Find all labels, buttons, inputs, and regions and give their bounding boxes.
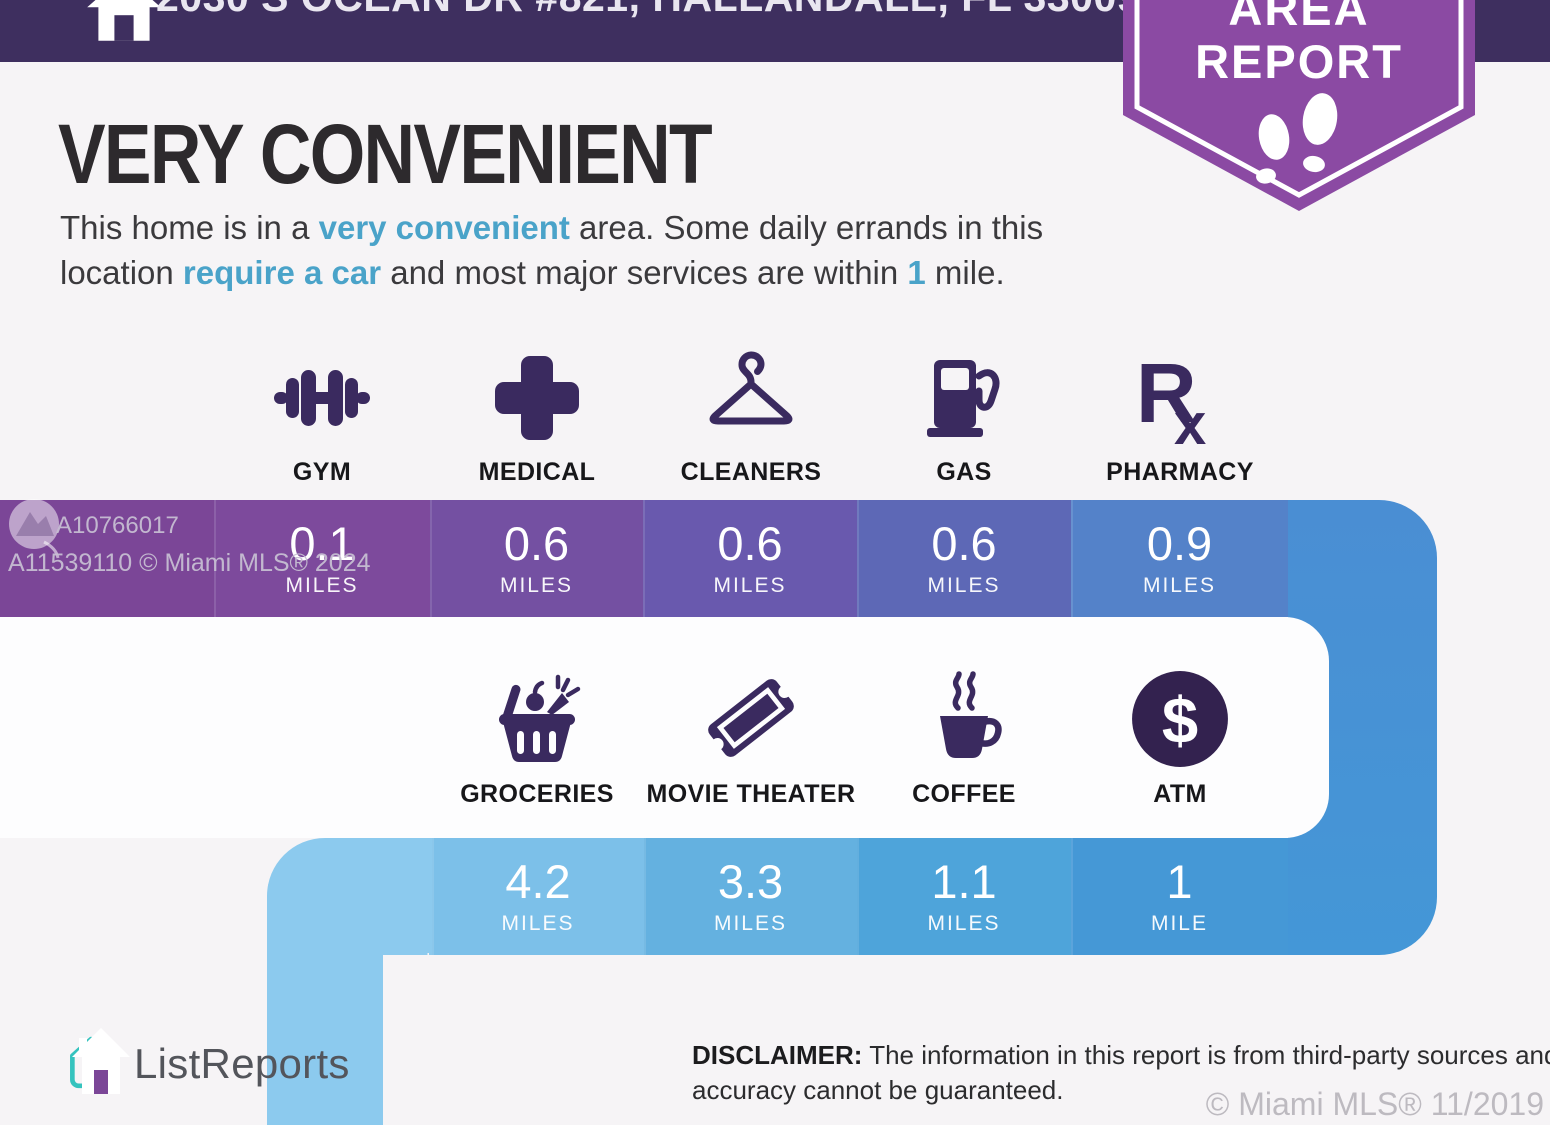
disclaimer-text: The information in this report is from t… [862, 1040, 1550, 1070]
medical-cross-icon [487, 336, 587, 448]
intro-highlight-car: require a car [182, 253, 382, 291]
distance-value: 0.9 [1146, 516, 1213, 570]
distance-cell-movie-theater: 3.3 MILES [644, 838, 857, 955]
amenity-label: PHARMACY [1106, 458, 1254, 486]
band-left-curve [267, 838, 433, 955]
band-middle-panel [0, 617, 1329, 838]
amenity-medical: MEDICAL [430, 336, 644, 487]
hanger-icon [699, 336, 803, 448]
distance-value: 0.6 [717, 516, 783, 570]
dumbbell-icon [272, 336, 372, 448]
coffee-cup-icon [914, 658, 1014, 770]
house-icon [87, 0, 161, 41]
distance-cell-groceries: 4.2 MILES [432, 838, 644, 955]
grocery-basket-icon [487, 658, 587, 770]
distance-unit: MILES [285, 573, 359, 597]
rx-icon: R x [1130, 336, 1230, 448]
amenity-gas: GAS [857, 336, 1071, 487]
disclaimer-text: accuracy cannot be guaranteed. [692, 1075, 1064, 1106]
distance-cell-cleaners: 0.6 MILES [643, 500, 857, 617]
footprints-icon [1256, 93, 1338, 184]
mls-watermark-logo [9, 499, 60, 559]
mls-watermark-id2: A11539110 © Miami MLS® 2024 [8, 549, 371, 577]
intro-text: and most major services are within [381, 253, 908, 291]
distance-unit: MILES [713, 911, 788, 935]
amenity-gym: GYM [215, 336, 429, 487]
distance-value: 4.2 [505, 854, 571, 908]
amenity-coffee: COFFEE [857, 658, 1071, 809]
badge-line1: AREA [1228, 0, 1369, 35]
amenity-label: ATM [1153, 780, 1207, 808]
distance-value: 0.6 [503, 516, 570, 570]
amenity-cleaners: CLEANERS [644, 336, 858, 487]
dollar-circle-icon: $ [1129, 658, 1231, 770]
movie-ticket-icon [699, 658, 803, 770]
distance-unit: MILES [499, 573, 574, 597]
amenity-label: COFFEE [912, 780, 1016, 808]
distance-value: 1.1 [931, 854, 997, 908]
badge-line2: REPORT [1195, 35, 1403, 88]
intro-paragraph: This home is in a very convenient area. … [60, 206, 1043, 296]
distance-value: 0.1 [289, 516, 355, 570]
band-inner-corner [383, 953, 429, 999]
svg-text:x: x [1174, 392, 1206, 448]
amenity-label: GAS [936, 458, 992, 486]
intro-text: location [60, 253, 183, 291]
distance-cell-gym: 0.1 MILES [214, 500, 430, 617]
distance-value: 0.6 [931, 516, 997, 570]
disclaimer: DISCLAIMER: The information in this repo… [692, 1038, 1550, 1108]
amenity-label: MEDICAL [478, 458, 596, 486]
intro-text: This home is in a [60, 209, 319, 246]
distance-unit: MILES [1142, 573, 1217, 597]
home-marker-icon [72, 1028, 130, 1094]
distance-cell-coffee: 1.1 MILES [857, 838, 1071, 955]
mls-watermark-bottom: © Miami MLS® 11/2019 [1205, 1086, 1544, 1122]
intro-highlight-mile: 1 [907, 253, 926, 291]
area-report-badge: AREA REPORT [1123, 0, 1475, 211]
amenity-movie-theater: MOVIE THEATER [644, 658, 858, 809]
amenity-label: MOVIE THEATER [646, 780, 856, 808]
intro-text: area. Some daily errands in this [569, 209, 1044, 246]
band-tail [267, 944, 383, 1125]
distance-value: 3.3 [717, 854, 784, 908]
distance-cell-atm: 1 MILE [1071, 838, 1288, 955]
svg-text:R: R [1136, 348, 1197, 440]
amenity-label: GROCERIES [460, 780, 614, 808]
amenity-groceries: GROCERIES [430, 658, 644, 809]
distance-unit: MILES [927, 573, 1001, 597]
mls-watermark-id1: A10766017 [56, 512, 179, 539]
amenity-label: CLEANERS [680, 458, 822, 486]
listreports-brand: ListReports [134, 1040, 350, 1087]
gas-pump-icon [914, 336, 1014, 448]
disclaimer-label: DISCLAIMER: [692, 1040, 863, 1070]
distance-cell-gas: 0.6 MILES [857, 500, 1071, 617]
distance-cell-medical: 0.6 MILES [430, 500, 643, 617]
svg-text:$: $ [1162, 683, 1198, 756]
distance-cell-pharmacy: 0.9 MILES [1071, 500, 1288, 617]
distance-unit: MILES [713, 573, 787, 597]
distance-value: 1 [1166, 854, 1193, 908]
distance-unit: MILES [501, 911, 575, 935]
distance-unit: MILES [927, 911, 1001, 935]
amenity-pharmacy: R x PHARMACY [1073, 336, 1287, 487]
intro-highlight-convenient: very convenient [318, 209, 570, 246]
distance-unit: MILE [1150, 911, 1208, 935]
amenity-label: GYM [292, 458, 352, 486]
amenity-atm: $ ATM [1073, 658, 1287, 809]
page-title: VERY CONVENIENT [58, 107, 713, 201]
property-address: 2030 S OCEAN DR #821, HALLANDALE, FL 330… [156, 0, 1140, 21]
intro-text: mile. [925, 253, 1005, 291]
